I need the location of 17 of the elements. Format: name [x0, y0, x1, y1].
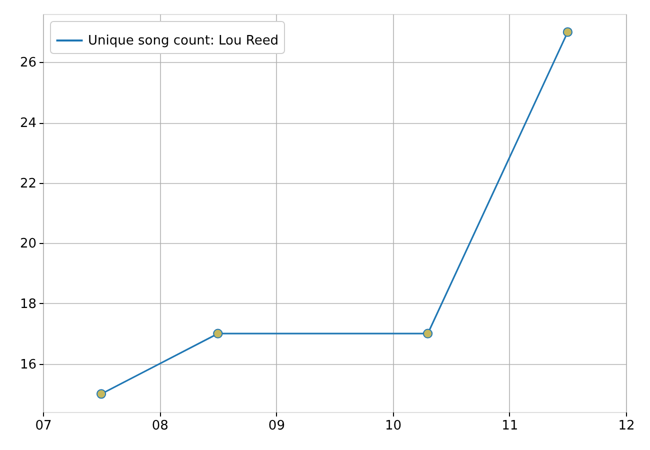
x-tick-label: 08: [152, 418, 168, 434]
y-tick-label: 16: [20, 357, 36, 372]
y-tick-label: 24: [20, 116, 36, 132]
point: [562, 27, 573, 37]
y-tick-label: 26: [20, 56, 36, 71]
y-tick-label: 22: [20, 176, 36, 192]
x-tick-label: 07: [35, 418, 52, 434]
x-tick-label: 10: [385, 418, 402, 434]
point: [213, 328, 223, 338]
point: [96, 389, 106, 399]
legend-label: Unique song count: Lou Reed: [88, 34, 279, 48]
y-tick-label: 20: [20, 236, 36, 252]
x-tick-label: 09: [268, 418, 285, 434]
x-tick-label: 12: [618, 418, 635, 434]
point: [422, 328, 433, 338]
x-tick-label: 11: [502, 418, 518, 434]
y-tick-label: 18: [20, 296, 36, 312]
